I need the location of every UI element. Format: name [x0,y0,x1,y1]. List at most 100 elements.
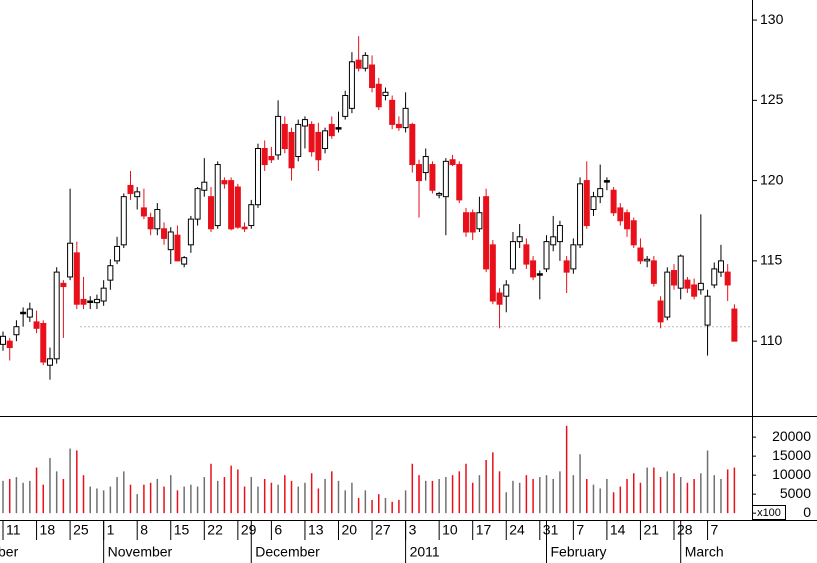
y-tick-label: 110 [760,332,783,348]
candle-body [664,271,671,318]
candle-body [248,204,255,227]
volume-unit: x100 [757,507,781,519]
y-tick-label: 130 [760,11,784,27]
candle-body [315,131,322,161]
x-tick-label: 1 [107,522,115,538]
candle-body [26,308,33,318]
candle-body [100,287,107,302]
x-tick-label: 22 [207,522,223,538]
candle-body [375,83,382,108]
candle-body [73,252,80,305]
candle-body [671,270,677,286]
x-tick-label: 24 [509,522,525,538]
candle-body [610,189,617,214]
candle-body [697,282,704,291]
candle-body [67,242,74,278]
month-label: February [551,544,607,560]
candle-body [563,260,570,273]
candle-body [462,212,469,233]
candle-body [684,279,691,289]
candle-body [268,156,275,161]
candle-body [577,183,584,246]
y-tick-label: 125 [760,91,784,107]
candle-body [476,212,483,230]
month-label: 2011 [410,544,440,560]
candle-body [590,196,597,211]
candle-body [382,91,389,97]
x-tick-label: 10 [442,522,458,538]
candle-body [40,322,47,363]
candle-body [33,321,40,329]
candle-body [208,196,215,230]
candle-body [644,258,651,262]
candle-body [167,231,174,251]
candle-body [550,236,557,246]
month-label: November [108,544,173,560]
candle-body [288,131,295,169]
candle-body [154,209,161,230]
candle-body [369,64,376,88]
candle-body [355,59,362,69]
month-label: ber [0,544,19,560]
x-tick-label: 8 [140,522,148,538]
candle-body [543,241,550,270]
candle-body [483,196,490,270]
candle-body [87,300,94,304]
candle-body [496,292,503,305]
candle-body [308,123,315,153]
candle-body [114,245,121,262]
candle-body [523,244,530,265]
x-tick-label: 13 [308,522,324,538]
candle-body [201,181,208,191]
candle-body [489,244,496,302]
candle-body [134,191,141,198]
candle-body [46,358,53,366]
candle-body [456,164,463,201]
candle-body [221,180,228,185]
x-tick-label: 31 [543,522,559,538]
candle-body [389,99,396,125]
candle-body [127,184,134,194]
candle-body [570,244,577,270]
candle-body [120,196,127,246]
candle-body [254,148,261,206]
x-tick-label: 6 [274,522,282,538]
month-label: March [685,544,724,560]
candle-body [704,295,711,326]
candle-body [657,300,664,323]
candle-body [624,212,631,230]
candle-body [181,257,188,265]
candle-body [107,265,114,281]
candle-body [395,123,402,129]
x-tick-label: 27 [375,522,391,538]
candle-body [717,260,724,273]
candle-body [442,160,449,198]
x-tick-label: 14 [610,522,626,538]
candle-body [724,271,731,286]
x-tick-label: 29 [241,522,257,538]
candle-body [536,273,543,276]
volume-tick-label: 20000 [772,428,811,444]
candle-body [731,308,738,342]
candle-body [509,241,516,270]
unit-box [752,505,786,520]
volume-tick-label: 0 [803,504,811,520]
candle-body [0,335,6,345]
candle-body [429,164,436,191]
candle-body [234,186,241,228]
candle-body [53,271,60,360]
candle-body [603,180,610,183]
candle-body [711,268,718,286]
candle-body [228,180,235,230]
candle-body [469,212,476,233]
x-tick-label: 21 [643,522,659,538]
candle-body [275,115,282,156]
candle-body [362,54,369,69]
candle-body [80,298,87,305]
x-tick-label: 3 [409,522,417,538]
volume-tick-label: 10000 [772,466,811,482]
x-tick-label: 28 [677,522,693,538]
candle-body [637,247,644,262]
volume-tick-label: 15000 [772,447,811,463]
y-tick-label: 115 [760,252,783,268]
